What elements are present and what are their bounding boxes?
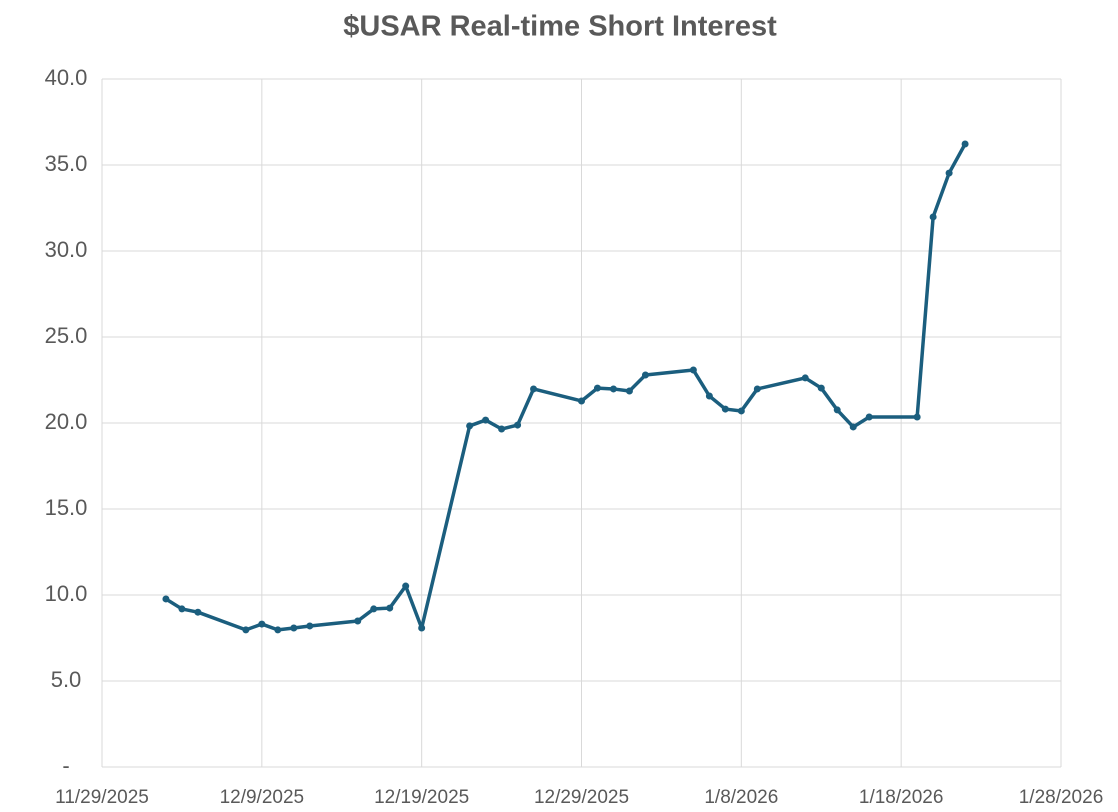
point xyxy=(833,406,841,414)
point xyxy=(913,413,921,421)
point xyxy=(849,423,857,431)
x-tick-label: 11/29/2025 xyxy=(55,787,149,808)
point xyxy=(817,384,825,392)
point xyxy=(386,604,394,612)
point xyxy=(418,624,426,632)
point xyxy=(162,595,170,603)
y-tick-label: 15.0 xyxy=(45,495,88,520)
point xyxy=(737,407,745,415)
point xyxy=(306,622,314,630)
point xyxy=(625,387,633,395)
point xyxy=(402,582,410,590)
point xyxy=(258,620,266,628)
point xyxy=(929,213,937,221)
chart-title: $USAR Real-time Short Interest xyxy=(343,11,777,43)
point xyxy=(801,374,809,382)
y-tick-label: 10.0 xyxy=(45,581,88,606)
point xyxy=(689,366,697,374)
point xyxy=(482,416,490,424)
y-tick-label: 30.0 xyxy=(45,237,88,262)
y-tick-label: 35.0 xyxy=(45,151,88,176)
x-tick-label: 12/19/2025 xyxy=(374,787,469,808)
point xyxy=(705,392,713,400)
point xyxy=(530,385,538,393)
x-tick-label: 12/29/2025 xyxy=(534,787,629,808)
y-tick-label: 25.0 xyxy=(45,323,88,348)
y-tick-label: - xyxy=(62,753,69,778)
point xyxy=(290,624,298,632)
point xyxy=(498,425,506,433)
y-tick-label: 40.0 xyxy=(45,65,88,90)
point xyxy=(865,413,873,421)
y-tick-label: 20.0 xyxy=(45,409,88,434)
point xyxy=(753,385,761,393)
point xyxy=(194,608,202,616)
point xyxy=(178,605,186,613)
x-tick-label: 12/9/2025 xyxy=(220,787,305,808)
x-tick-label: 1/8/2026 xyxy=(704,787,778,808)
line xyxy=(165,143,967,632)
point xyxy=(354,617,362,625)
point xyxy=(466,422,474,430)
point xyxy=(961,140,969,148)
point xyxy=(514,421,522,429)
point xyxy=(641,371,649,379)
point xyxy=(370,605,378,613)
point xyxy=(945,169,953,177)
point xyxy=(274,626,282,634)
x-tick-label: 1/18/2026 xyxy=(859,787,944,808)
x-tick-label: 1/28/2026 xyxy=(1019,787,1104,808)
point xyxy=(593,384,601,392)
y-tick-label: 5.0 xyxy=(51,667,82,692)
point xyxy=(578,397,585,405)
point xyxy=(721,405,729,413)
point xyxy=(609,385,617,393)
point xyxy=(242,626,250,634)
